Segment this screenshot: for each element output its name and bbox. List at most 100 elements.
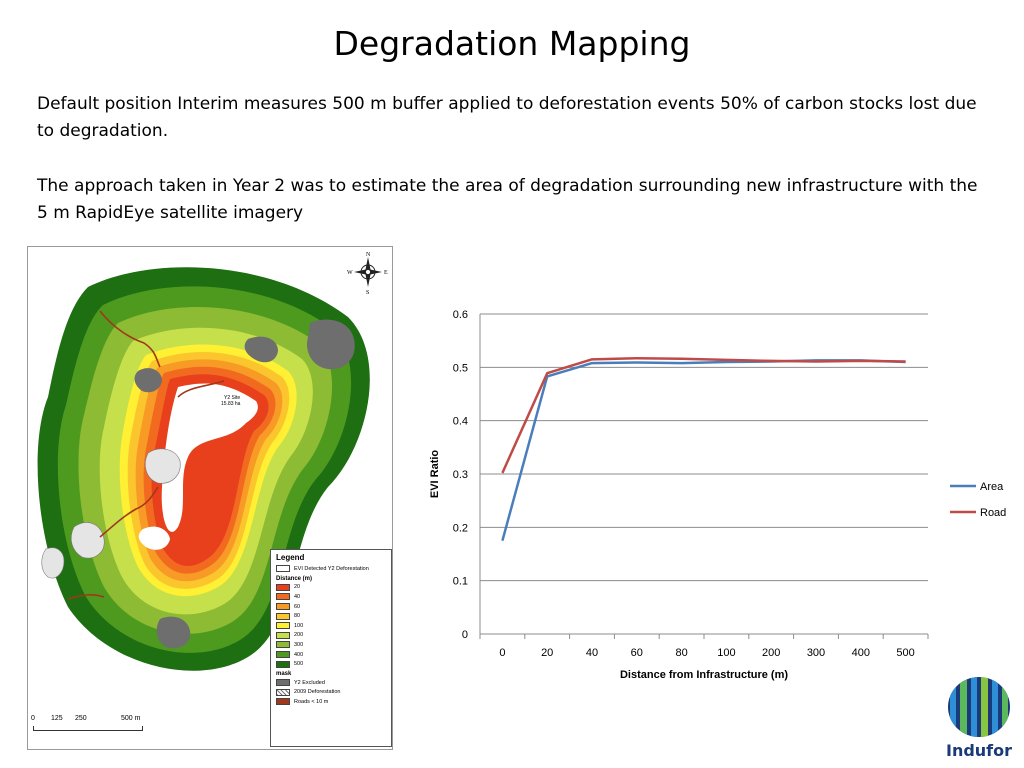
legend-distance-label: 300 (294, 641, 304, 648)
chart-gridlines (479, 313, 928, 635)
legend-mask-heading: mask (276, 670, 292, 677)
legend-label-area: Area (980, 481, 1004, 493)
site-area: 15.83 ha (221, 401, 241, 407)
y-tick-label: 0 (462, 629, 468, 641)
excluded-n (244, 336, 278, 363)
y-tick-label: 0.4 (453, 416, 468, 428)
legend-mask-swatch (276, 679, 290, 687)
legend-distance-heading: Distance (m) (276, 575, 313, 582)
x-tick-label: 40 (586, 647, 598, 659)
legend-item-evi: EVI Detected Y2 Deforestation (276, 564, 391, 574)
legend-distance-item: 80 (276, 611, 391, 621)
compass-e: E (384, 270, 388, 276)
paragraph-approach: The approach taken in Year 2 was to esti… (37, 176, 978, 223)
scale-tick-500: 500 m (121, 715, 141, 722)
legend-title: Legend (276, 553, 305, 562)
logo-text: Indufor (945, 741, 1013, 760)
buffer-rings (37, 267, 370, 671)
map-graphic: Y2 Site 15.83 ha (37, 267, 370, 671)
y-tick-label: 0.6 (453, 309, 468, 321)
legend-mask-list: Y2 Excluded 2009 Deforestation Roads < 10 … (276, 678, 391, 707)
legend-distance-label: 500 (294, 661, 304, 668)
legend-mask-item: Roads < 10 m (276, 697, 391, 707)
deforestation-area (161, 383, 258, 532)
degradation-map: Y2 Site 15.83 ha N S E W Legend EVI Dete… (27, 246, 393, 750)
chart-legend: Area Road (950, 481, 1006, 519)
excluded-w (134, 368, 162, 393)
legend-label-evi: EVI Detected Y2 Deforestation (294, 565, 369, 572)
legend-distance-swatch (276, 622, 290, 630)
legend-distance-item: 20 (276, 583, 391, 593)
chart-y-label: EVI Ratio (429, 450, 441, 499)
indufor-logo (944, 676, 1014, 761)
legend-swatch-evi (276, 565, 290, 573)
y-tick-label: 0.5 (453, 362, 468, 374)
excluded-s (156, 616, 191, 649)
legend-distance-label: 80 (294, 613, 301, 620)
slide-title: Degradation Mapping (333, 24, 691, 63)
legend-mask-label: Y2 Excluded (294, 679, 325, 686)
scale-bar-line (33, 726, 143, 731)
map-legend: Legend EVI Detected Y2 Deforestation Dis… (270, 549, 392, 747)
legend-label-road: Road (980, 507, 1006, 519)
scale-tick-0: 0 (31, 715, 35, 722)
legend-distance-swatch (276, 660, 290, 668)
x-tick-label: 0 (499, 647, 505, 659)
excluded-areas (134, 319, 355, 649)
legend-distance-swatch (276, 631, 290, 639)
deforestation-pocket (138, 526, 170, 550)
legend-mask-swatch (276, 698, 290, 706)
legend-mask-label: 2009 Deforestation (294, 689, 341, 696)
legend-distance-label: 60 (294, 603, 301, 610)
legend-mask-item: 2009 Deforestation (276, 688, 391, 698)
legend-distance-item: 500 (276, 659, 391, 669)
chart-y-ticks: 0 0.1 0.2 0.3 0.4 0.5 0.6 (453, 309, 468, 641)
x-tick-label: 300 (807, 647, 825, 659)
site-label: Y2 Site (224, 395, 240, 401)
legend-distance-swatch (276, 651, 290, 659)
hatched-deforestation (41, 448, 181, 579)
legend-mask-label: Roads < 10 m (294, 698, 329, 705)
y-tick-label: 0.3 (453, 469, 468, 481)
x-tick-label: 20 (541, 647, 553, 659)
x-tick-label: 80 (675, 647, 687, 659)
y-tick-label: 0.1 (453, 576, 468, 588)
chart-series (501, 357, 906, 541)
evi-ratio-chart: 0 0.1 0.2 0.3 0.4 0.5 0.6 0 20 40 60 80 100 200 300 40… (429, 309, 1006, 681)
legend-distance-label: 40 (294, 593, 301, 600)
excluded-ne (306, 319, 355, 370)
legend-distance-item: 40 (276, 592, 391, 602)
compass-w: W (347, 270, 353, 276)
legend-mask-item: Y2 Excluded (276, 678, 391, 688)
legend-distance-list: 20 40 60 80 100 200 300 400 500 (276, 583, 391, 669)
legend-distance-swatch (276, 593, 290, 601)
legend-distance-item: 400 (276, 650, 391, 660)
legend-distance-label: 20 (294, 584, 301, 591)
paragraph-default-position: Default position Interim measures 500 m … (37, 94, 977, 141)
scale-tick-250: 250 (75, 715, 87, 722)
legend-distance-swatch (276, 641, 290, 649)
legend-distance-item: 100 (276, 621, 391, 631)
roads (67, 310, 225, 600)
x-tick-label: 100 (717, 647, 735, 659)
legend-distance-item: 200 (276, 631, 391, 641)
compass-s: S (366, 290, 369, 295)
legend-distance-label: 400 (294, 651, 304, 658)
y-tick-label: 0.2 (453, 522, 468, 534)
x-tick-label: 400 (852, 647, 870, 659)
scale-tick-125: 125 (51, 715, 63, 722)
compass-n: N (366, 252, 371, 258)
scale-bar: 0 125 250 500 m (31, 715, 151, 745)
legend-distance-swatch (276, 583, 290, 591)
legend-distance-label: 200 (294, 632, 304, 639)
legend-distance-label: 100 (294, 622, 304, 629)
legend-distance-item: 60 (276, 602, 391, 612)
legend-distance-swatch (276, 612, 290, 620)
series-line-road (501, 357, 906, 474)
legend-distance-swatch (276, 603, 290, 611)
x-tick-label: 500 (896, 647, 914, 659)
legend-mask-swatch (276, 688, 290, 696)
series-line-area (501, 359, 906, 541)
north-arrow-icon: N S E W (346, 249, 390, 295)
x-tick-label: 60 (631, 647, 643, 659)
